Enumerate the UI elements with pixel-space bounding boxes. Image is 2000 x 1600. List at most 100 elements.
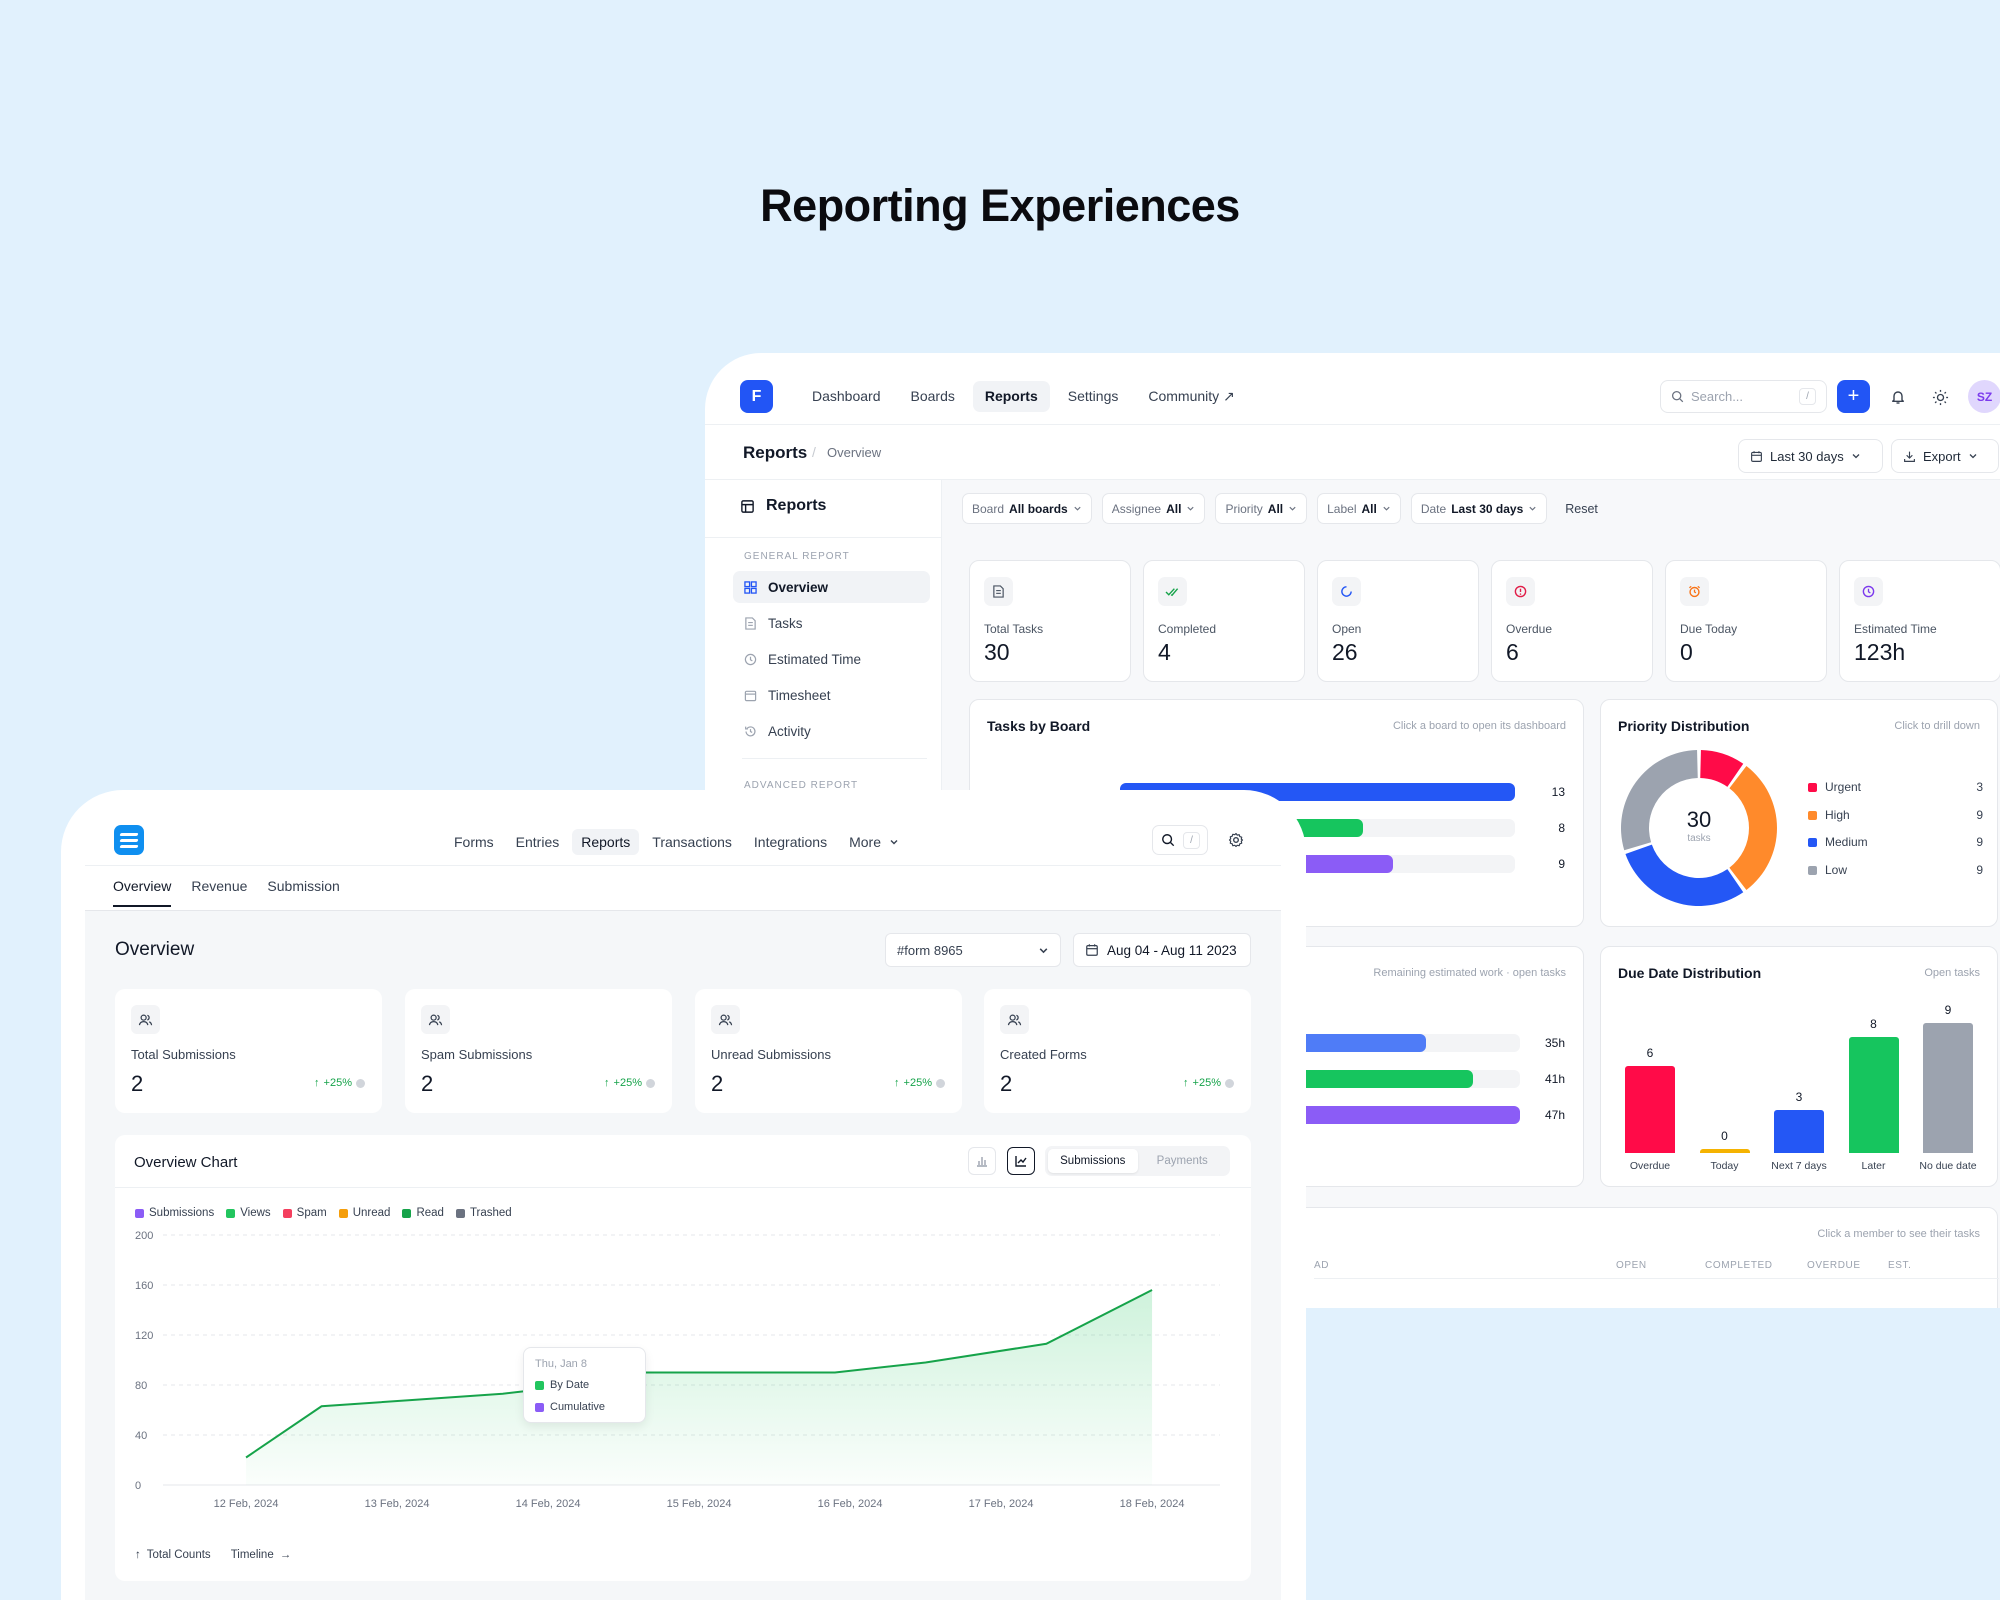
legend-low[interactable]: Low 9	[1808, 863, 1983, 877]
info-icon[interactable]	[646, 1078, 655, 1088]
reset-button[interactable]: Reset	[1565, 501, 1598, 516]
legend-urgent[interactable]: Urgent 3	[1808, 780, 1983, 794]
legend-submissions[interactable]: Submissions	[135, 1207, 214, 1219]
avatar[interactable]: SZ	[1968, 380, 2000, 413]
breadcrumb-root[interactable]: Reports	[743, 443, 808, 462]
info-icon[interactable]	[936, 1078, 945, 1088]
nav-dashboard[interactable]: Dashboard	[812, 388, 881, 404]
legend-label: High	[1825, 808, 1850, 822]
chevron-down-icon	[1529, 506, 1536, 511]
legend-label: Views	[240, 1207, 271, 1219]
stat-delta: ↑ +25%	[894, 1077, 945, 1089]
nav-transactions[interactable]: Transactions	[643, 829, 741, 855]
tab-overview[interactable]: Overview	[113, 878, 172, 907]
column-head: OVERDUE	[1807, 1260, 1861, 1271]
legend-high[interactable]: High 9	[1808, 808, 1983, 822]
forms-app-logo[interactable]	[114, 825, 144, 855]
timeline-toggle[interactable]: Timeline →	[231, 1549, 292, 1561]
stat-value: 123h	[1854, 639, 1906, 665]
donut-slice-high[interactable]	[1729, 766, 1777, 890]
sun-icon[interactable]	[1927, 384, 1953, 410]
add-button[interactable]: +	[1837, 380, 1870, 413]
donut-total-label: tasks	[1687, 833, 1711, 844]
priority-donut[interactable]	[1620, 749, 1778, 907]
info-icon[interactable]	[1225, 1078, 1234, 1088]
arrow-up-icon: ↑	[1183, 1077, 1189, 1089]
line-chart-toggle[interactable]	[1007, 1147, 1035, 1175]
legend-trashed[interactable]: Trashed	[455, 1207, 512, 1219]
delta-value: +25%	[613, 1077, 642, 1089]
stat-card-completed: Completed 4	[1143, 560, 1305, 682]
nav-settings[interactable]: Settings	[1067, 388, 1119, 404]
segment-payments[interactable]: Payments	[1156, 1155, 1208, 1167]
sidebar-title: Reports	[740, 497, 826, 515]
delta-value: +25%	[903, 1077, 932, 1089]
tooltip-swatch	[535, 1402, 544, 1412]
assignee-filter[interactable]: Assignee All	[1101, 493, 1206, 524]
sidebar-item-overview[interactable]: Overview	[733, 571, 930, 603]
bar-value: 35h	[1544, 1036, 1565, 1050]
nav-entries[interactable]: Entries	[507, 829, 569, 855]
nav-reports[interactable]: Reports	[572, 829, 640, 855]
chart-title: Overview Chart	[134, 1154, 238, 1171]
priority-distribution-card[interactable]: Priority Distribution Click to drill dow…	[1600, 699, 1998, 927]
due-date-bar	[1625, 1066, 1675, 1153]
date-range-button[interactable]: Last 30 days	[1738, 439, 1883, 473]
chevron-down-icon	[1969, 454, 1977, 459]
alert-icon	[1506, 577, 1535, 606]
breadcrumb-separator: /	[812, 444, 816, 460]
legend-views[interactable]: Views	[226, 1207, 271, 1219]
priority-filter[interactable]: Priority All	[1215, 493, 1308, 524]
legend-read[interactable]: Read	[402, 1207, 444, 1219]
sidebar-item-activity[interactable]: Activity	[733, 715, 930, 747]
legend-unread[interactable]: Unread	[338, 1207, 390, 1219]
nav-forms[interactable]: Forms	[445, 829, 503, 855]
board-filter[interactable]: Board All boards	[962, 493, 1092, 524]
tab-revenue[interactable]: Revenue	[191, 878, 248, 894]
nav-reports[interactable]: Reports	[972, 381, 1050, 412]
info-icon[interactable]	[356, 1078, 365, 1088]
chevron-down-icon	[1383, 506, 1390, 511]
sidebar-item-label: Estimated Time	[768, 651, 862, 667]
search-input[interactable]: Search... /	[1660, 380, 1827, 413]
nav-integrations[interactable]: Integrations	[745, 829, 836, 855]
bar-value: 47h	[1544, 1108, 1565, 1122]
donut-slice-medium[interactable]	[1625, 844, 1744, 906]
nav-boards[interactable]: Boards	[910, 388, 955, 404]
total-counts-toggle[interactable]: ↑ Total Counts	[135, 1549, 211, 1561]
legend-label: Urgent	[1825, 780, 1862, 794]
search-button[interactable]: /	[1152, 825, 1208, 855]
legend-spam[interactable]: Spam	[282, 1207, 327, 1219]
donut-slice-low[interactable]	[1621, 750, 1698, 851]
top-nav: F Dashboard Boards Reports Settings Comm…	[705, 353, 2000, 425]
sidebar-item-tasks[interactable]: Tasks	[733, 607, 930, 639]
chevron-down-icon	[1289, 506, 1296, 511]
nav-more[interactable]: More	[840, 829, 908, 855]
date-filter[interactable]: Date Last 30 days	[1410, 493, 1548, 524]
stat-delta: ↑ +25%	[314, 1077, 365, 1089]
app-logo[interactable]: F	[740, 380, 773, 413]
sidebar-item-label: Activity	[768, 723, 811, 739]
label-filter[interactable]: Label All	[1317, 493, 1401, 524]
bell-icon[interactable]	[1885, 384, 1911, 410]
segment-submissions[interactable]: Submissions	[1048, 1149, 1138, 1173]
stat-card-total-tasks: Total Tasks 30	[969, 560, 1131, 682]
sidebar-divider	[742, 758, 927, 759]
due-date-distribution-card[interactable]: Due Date Distribution Open tasks 6 Overdu…	[1600, 946, 1998, 1187]
gear-icon[interactable]	[1224, 828, 1248, 852]
stat-card-unread-submissions: Unread Submissions 2 ↑ +25%	[695, 989, 962, 1113]
bar-chart-toggle[interactable]	[968, 1147, 996, 1175]
footer-label: Timeline	[230, 1549, 274, 1561]
export-button[interactable]: Export	[1891, 439, 1999, 473]
sidebar-item-timesheet[interactable]: Timesheet	[733, 679, 930, 711]
tab-submission[interactable]: Submission	[267, 878, 340, 894]
form-select[interactable]: #form 8965	[885, 933, 1061, 967]
donut-slice-urgent[interactable]	[1700, 750, 1744, 787]
sidebar-item-estimated-time[interactable]: Estimated Time	[733, 643, 930, 675]
nav-community[interactable]: Community ↗	[1148, 388, 1235, 404]
tabs-divider	[85, 910, 1281, 911]
legend-label: Trashed	[469, 1207, 512, 1219]
submissions-line-chart[interactable]: 0 40 80 120 160 200 12 Feb, 2024 13 Feb, 2024 14…	[115, 1230, 1251, 1530]
date-range-picker[interactable]: Aug 04 - Aug 11 2023	[1073, 933, 1251, 967]
legend-medium[interactable]: Medium 9	[1808, 835, 1983, 849]
